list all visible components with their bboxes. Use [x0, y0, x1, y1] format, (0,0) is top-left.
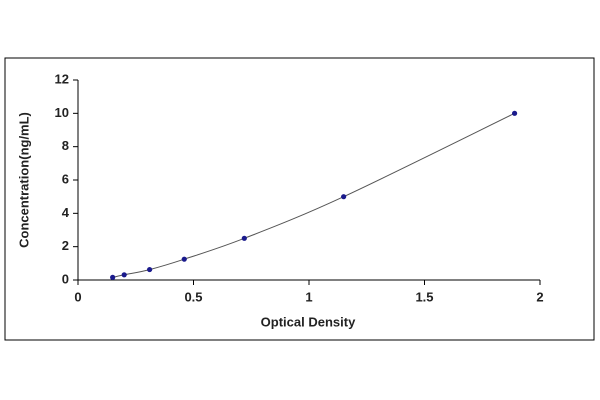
y-tick-label: 8 [62, 138, 69, 153]
y-tick-label: 6 [62, 171, 69, 186]
y-tick-label: 2 [62, 238, 69, 253]
fit-curve [112, 112, 515, 278]
data-point [181, 256, 187, 262]
chart-frame [4, 57, 595, 341]
x-tick-label: 0 [74, 289, 81, 304]
y-tick-label: 4 [62, 205, 70, 220]
data-point [110, 274, 116, 280]
y-tick-label: 10 [55, 105, 69, 120]
x-tick-label: 2 [536, 289, 543, 304]
x-axis-title: Optical Density [261, 314, 356, 329]
y-tick-label: 0 [62, 271, 69, 286]
x-tick-label: 0.5 [184, 289, 202, 304]
data-point [341, 194, 347, 200]
data-point [511, 110, 518, 116]
data-point [147, 266, 153, 273]
data-point [121, 272, 127, 278]
y-tick-label: 12 [55, 71, 69, 86]
data-point [241, 235, 247, 241]
x-tick-label: 1 [305, 289, 312, 304]
y-axis-title: Concentration(ng/mL) [16, 112, 31, 248]
x-tick-label: 1.5 [415, 289, 433, 304]
